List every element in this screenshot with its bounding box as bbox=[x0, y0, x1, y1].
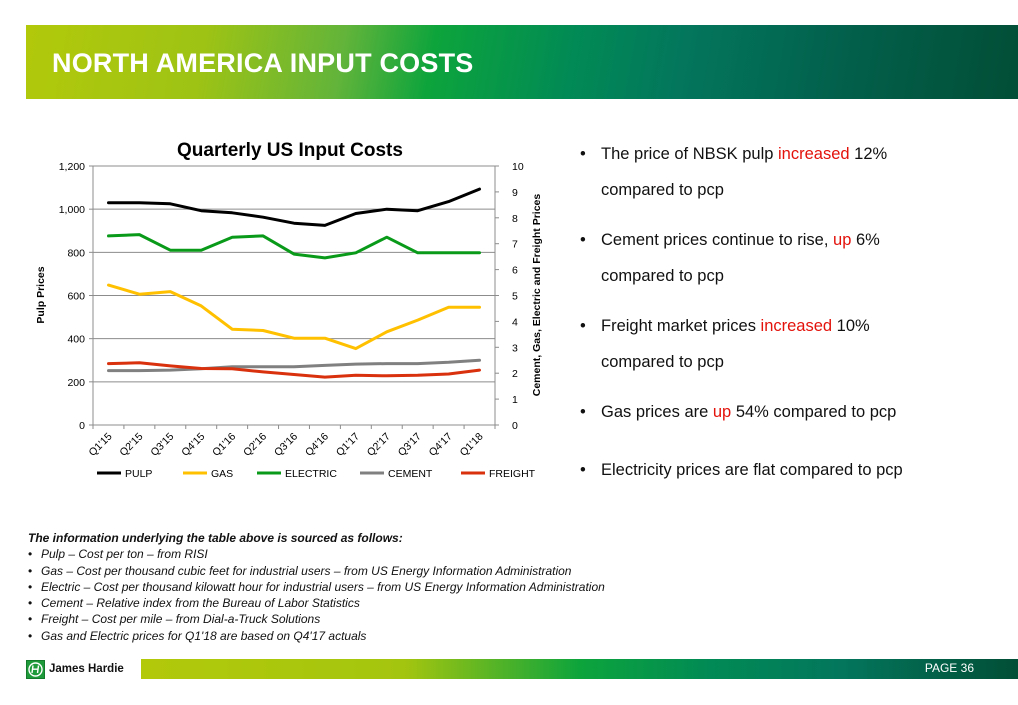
y2-tick-label: 4 bbox=[512, 316, 518, 328]
bullet-marker: • bbox=[28, 547, 33, 562]
line-chart: Quarterly US Input Costs 0 200 400 600 800 1,… bbox=[35, 140, 543, 480]
jh-logo-icon bbox=[26, 659, 45, 679]
y2-tick-label: 2 bbox=[512, 368, 518, 380]
x-tick-label: Q2'15 bbox=[117, 431, 145, 459]
x-tick-label: Q1'15 bbox=[87, 431, 115, 459]
bullet-highlight: increased bbox=[760, 317, 833, 335]
x-tick-label: Q2'17 bbox=[365, 431, 393, 459]
bullet-marker: • bbox=[580, 403, 586, 421]
bullet-text-post: 10% bbox=[832, 317, 870, 335]
y-tick-label: 0 bbox=[79, 420, 85, 432]
bullet-marker: • bbox=[580, 461, 586, 479]
bullet-text-pre: Electricity prices are flat compared to … bbox=[601, 461, 903, 479]
bullet-highlight: up bbox=[712, 403, 732, 421]
x-tick-label: Q4'17 bbox=[427, 431, 455, 459]
source-item: • Electric – Cost per thousand kilowatt h… bbox=[28, 579, 605, 595]
footer-bar: PAGE 36 bbox=[141, 659, 1018, 679]
bullet-marker: • bbox=[28, 563, 33, 578]
y2-tick-label: 3 bbox=[512, 342, 518, 354]
x-tick-label: Q1'16 bbox=[210, 431, 238, 459]
y2-tick-label: 1 bbox=[512, 394, 518, 406]
bullet-text: Gas prices are up 54% compared to pcp bbox=[601, 396, 896, 428]
bullet-marker: • bbox=[28, 612, 33, 627]
y2-axis-label: Cement, Gas, Electric and Freight Prices bbox=[531, 194, 543, 397]
y2-tick-label: 7 bbox=[512, 239, 518, 251]
legend-label-cement: CEMENT bbox=[388, 468, 433, 480]
y-tick-label: 800 bbox=[67, 247, 85, 259]
bullet-text-post: 6% bbox=[851, 231, 880, 249]
bullet-text-line2: compared to pcp bbox=[601, 181, 724, 199]
x-tick-label: Q1'18 bbox=[458, 431, 486, 459]
bullet-highlight: up bbox=[833, 231, 852, 249]
bullet-marker: • bbox=[28, 628, 33, 643]
bullet-text-pre: Gas prices are bbox=[601, 403, 713, 421]
sources-note: The information underlying the table abo… bbox=[28, 530, 605, 644]
series-line-pulp bbox=[107, 187, 481, 227]
source-text: Electric – Cost per thousand kilowatt ho… bbox=[41, 579, 605, 594]
source-text: Gas and Electric prices for Q1'18 are ba… bbox=[41, 628, 367, 643]
series-line-electric bbox=[107, 233, 481, 260]
series-line-gas bbox=[107, 283, 481, 351]
company-logo: James Hardie bbox=[26, 659, 124, 679]
y-tick-label: 200 bbox=[67, 377, 85, 389]
y2-tick-label: 6 bbox=[512, 265, 518, 277]
y2-tick-label: 9 bbox=[512, 187, 518, 199]
bullet-marker: • bbox=[28, 579, 33, 594]
bullet-marker: • bbox=[580, 145, 586, 163]
bullet-marker: • bbox=[580, 231, 586, 249]
bullet-text: Freight market prices increased 10% compa… bbox=[601, 310, 870, 378]
logo-text: James Hardie bbox=[49, 663, 124, 675]
source-item: • Gas and Electric prices for Q1'18 are b… bbox=[28, 628, 605, 644]
source-item: • Pulp – Cost per ton – from RISI bbox=[28, 546, 605, 562]
series-line-cement bbox=[107, 358, 481, 373]
sources-heading: The information underlying the table abo… bbox=[28, 531, 403, 545]
y2-tick-label: 10 bbox=[512, 161, 524, 173]
title-banner: NORTH AMERICA INPUT COSTS bbox=[26, 25, 1018, 99]
y-tick-label: 1,000 bbox=[59, 204, 85, 216]
source-text: Cement – Relative index from the Bureau … bbox=[41, 596, 360, 611]
bullet-text: The price of NBSK pulp increased 12% comp… bbox=[601, 138, 887, 206]
bullet-text-pre: Cement prices continue to rise, bbox=[601, 231, 834, 249]
bullet-text-post: 12% bbox=[849, 145, 888, 163]
source-item: • Gas – Cost per thousand cubic feet for … bbox=[28, 563, 605, 579]
y2-tick-label: 0 bbox=[512, 420, 518, 432]
y2-tick-label: 8 bbox=[512, 213, 518, 225]
source-item: • Cement – Relative index from the Bureau… bbox=[28, 595, 605, 611]
legend-label-pulp: PULP bbox=[125, 468, 152, 480]
bullet-text: Electricity prices are flat compared to … bbox=[601, 454, 903, 486]
source-text: Freight – Cost per mile – from Dial-a-Tr… bbox=[41, 612, 321, 627]
chart-container: Quarterly US Input Costs 0 200 400 600 800 1,… bbox=[30, 130, 560, 490]
y-tick-label: 600 bbox=[67, 291, 85, 303]
bullet-text-line2: compared to pcp bbox=[601, 267, 724, 285]
source-text: Gas – Cost per thousand cubic feet for i… bbox=[41, 563, 572, 578]
bullet-text-pre: The price of NBSK pulp bbox=[601, 145, 779, 163]
x-tick-label: Q2'16 bbox=[241, 431, 269, 459]
x-tick-label: Q3'17 bbox=[396, 431, 424, 459]
y2-tick-label: 5 bbox=[512, 291, 518, 303]
y-tick-label: 400 bbox=[67, 334, 85, 346]
page-number: PAGE 36 bbox=[924, 661, 974, 675]
chart-title: Quarterly US Input Costs bbox=[177, 140, 403, 161]
x-tick-label: Q3'15 bbox=[148, 431, 176, 459]
source-item: • Freight – Cost per mile – from Dial-a-T… bbox=[28, 611, 605, 627]
source-text: Pulp – Cost per ton – from RISI bbox=[41, 547, 208, 562]
bullet-marker: • bbox=[580, 317, 586, 335]
legend-label-electric: ELECTRIC bbox=[285, 468, 337, 480]
legend-label-gas: GAS bbox=[211, 468, 233, 480]
bullet-text-post: 54% compared to pcp bbox=[731, 403, 897, 421]
x-tick-label: Q3'16 bbox=[272, 431, 300, 459]
x-tick-label: Q1'17 bbox=[334, 431, 362, 459]
bullet-text-pre: Freight market prices bbox=[601, 317, 761, 335]
bullet-text-line2: compared to pcp bbox=[601, 353, 724, 371]
legend-label-freight: FREIGHT bbox=[489, 468, 536, 480]
bullet-marker: • bbox=[28, 596, 33, 611]
series-line-freight bbox=[107, 361, 481, 379]
x-tick-label: Q4'16 bbox=[303, 431, 331, 459]
bullet-text: Cement prices continue to rise, up 6% com… bbox=[601, 224, 880, 292]
y-tick-label: 1,200 bbox=[59, 161, 85, 173]
x-tick-label: Q4'15 bbox=[179, 431, 207, 459]
bullet-highlight: increased bbox=[778, 145, 850, 163]
y-axis-label: Pulp Prices bbox=[35, 266, 47, 323]
page-title: NORTH AMERICA INPUT COSTS bbox=[52, 48, 474, 78]
